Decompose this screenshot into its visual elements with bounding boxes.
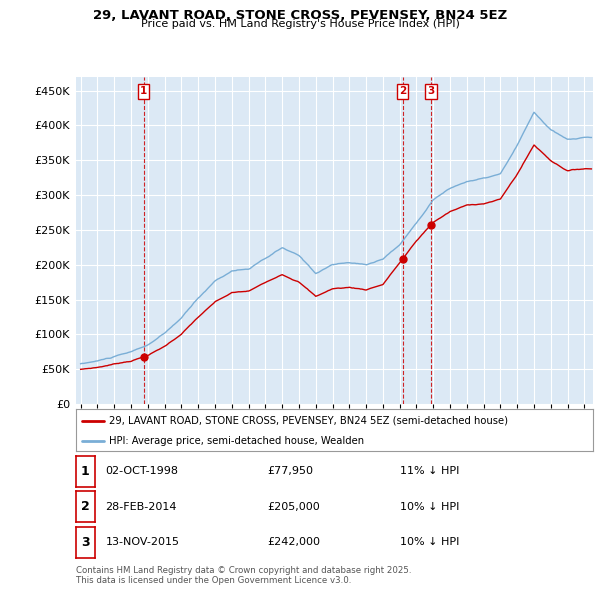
Text: 1: 1 bbox=[81, 465, 89, 478]
Text: 10% ↓ HPI: 10% ↓ HPI bbox=[400, 537, 459, 547]
Text: 1: 1 bbox=[140, 87, 147, 96]
Text: 3: 3 bbox=[427, 87, 435, 96]
Text: 02-OCT-1998: 02-OCT-1998 bbox=[106, 467, 179, 476]
Text: £77,950: £77,950 bbox=[268, 467, 314, 476]
Text: Contains HM Land Registry data © Crown copyright and database right 2025.
This d: Contains HM Land Registry data © Crown c… bbox=[76, 566, 411, 585]
Text: £242,000: £242,000 bbox=[268, 537, 320, 547]
Text: 10% ↓ HPI: 10% ↓ HPI bbox=[400, 502, 459, 512]
Text: 29, LAVANT ROAD, STONE CROSS, PEVENSEY, BN24 5EZ: 29, LAVANT ROAD, STONE CROSS, PEVENSEY, … bbox=[93, 9, 507, 22]
Text: 2: 2 bbox=[399, 87, 406, 96]
Text: 28-FEB-2014: 28-FEB-2014 bbox=[106, 502, 177, 512]
Text: 11% ↓ HPI: 11% ↓ HPI bbox=[400, 467, 459, 476]
Text: 2: 2 bbox=[81, 500, 89, 513]
Text: 13-NOV-2015: 13-NOV-2015 bbox=[106, 537, 179, 547]
Text: 29, LAVANT ROAD, STONE CROSS, PEVENSEY, BN24 5EZ (semi-detached house): 29, LAVANT ROAD, STONE CROSS, PEVENSEY, … bbox=[109, 416, 508, 426]
Text: HPI: Average price, semi-detached house, Wealden: HPI: Average price, semi-detached house,… bbox=[109, 436, 364, 445]
Text: £205,000: £205,000 bbox=[268, 502, 320, 512]
Text: 3: 3 bbox=[81, 536, 89, 549]
Text: Price paid vs. HM Land Registry's House Price Index (HPI): Price paid vs. HM Land Registry's House … bbox=[140, 19, 460, 30]
